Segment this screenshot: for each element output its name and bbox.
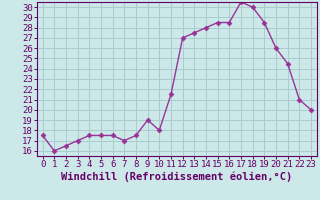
X-axis label: Windchill (Refroidissement éolien,°C): Windchill (Refroidissement éolien,°C) xyxy=(61,172,292,182)
